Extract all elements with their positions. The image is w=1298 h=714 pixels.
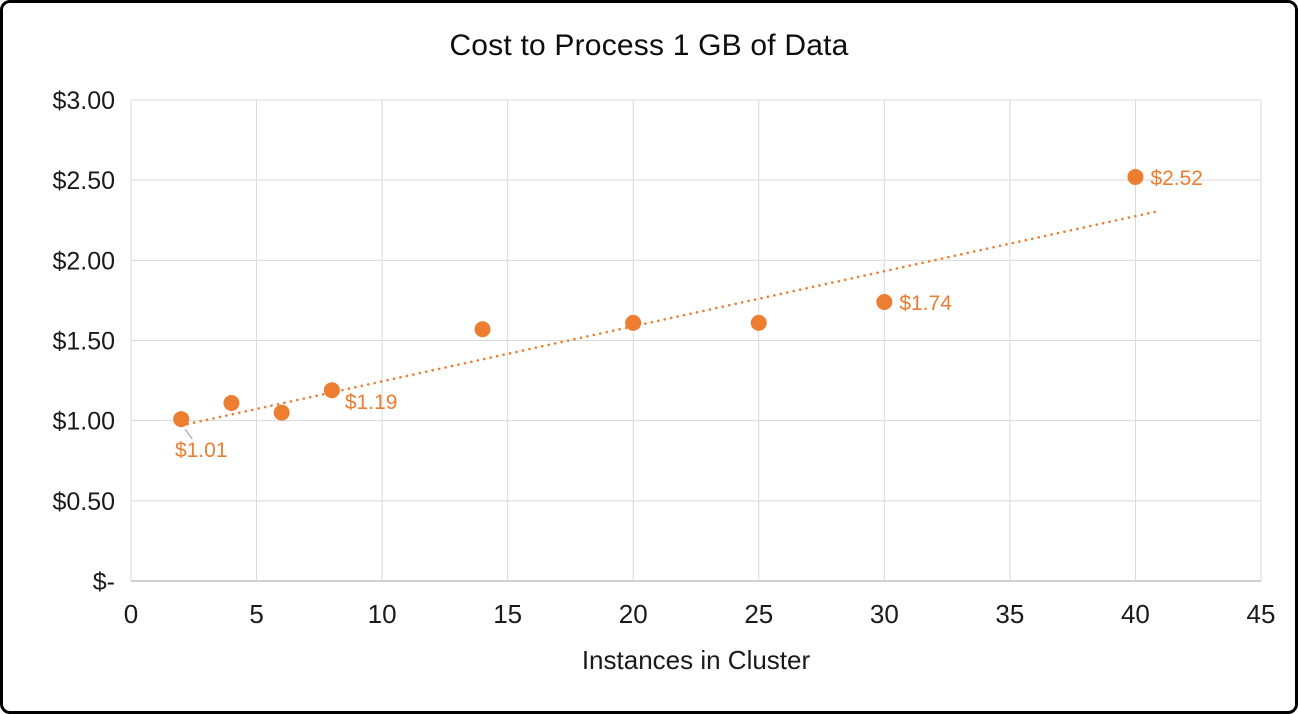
y-tick-label: $2.50: [52, 167, 115, 195]
data-point: [625, 314, 642, 331]
data-point: [273, 404, 290, 421]
x-tick-label: 25: [744, 599, 773, 629]
x-axis-title: Instances in Cluster: [581, 645, 811, 675]
x-tick-label: 35: [995, 599, 1024, 629]
data-point: [876, 294, 893, 311]
data-point: [1127, 168, 1144, 185]
y-tick-label: $2.00: [52, 247, 115, 275]
data-point: [474, 321, 491, 338]
x-tick-label: 15: [493, 599, 522, 629]
leader-line: [184, 428, 193, 440]
data-point: [173, 411, 190, 428]
y-tick-label: $-: [93, 568, 115, 596]
trendline: [179, 209, 1162, 427]
x-tick-label: 5: [249, 599, 263, 629]
scatter-plot: $- $0.50 $1.00 $1.50 $2.00 $2.50 $3.00 0 5 10 15 20…: [52, 87, 1276, 629]
x-tick-label: 45: [1247, 599, 1276, 629]
x-tick-label: 20: [619, 599, 648, 629]
data-point-label: $1.01: [175, 439, 228, 462]
y-tick-label: $1.50: [52, 328, 115, 356]
x-tick-label: 10: [368, 599, 397, 629]
x-tick-label: 40: [1121, 599, 1150, 629]
y-tick-label: $1.00: [52, 408, 115, 436]
data-point-label: $1.74: [899, 292, 952, 315]
data-point-label: $1.19: [345, 391, 398, 414]
data-point: [323, 382, 340, 399]
x-tick-label: 30: [870, 599, 899, 629]
chart-title: Cost to Process 1 GB of Data: [449, 29, 849, 62]
x-tick-label: 0: [124, 599, 138, 629]
data-point-label: $2.52: [1150, 167, 1203, 190]
data-point: [750, 314, 767, 331]
y-tick-label: $3.00: [52, 87, 115, 115]
data-point: [223, 395, 240, 412]
y-tick-label: $0.50: [52, 488, 115, 516]
